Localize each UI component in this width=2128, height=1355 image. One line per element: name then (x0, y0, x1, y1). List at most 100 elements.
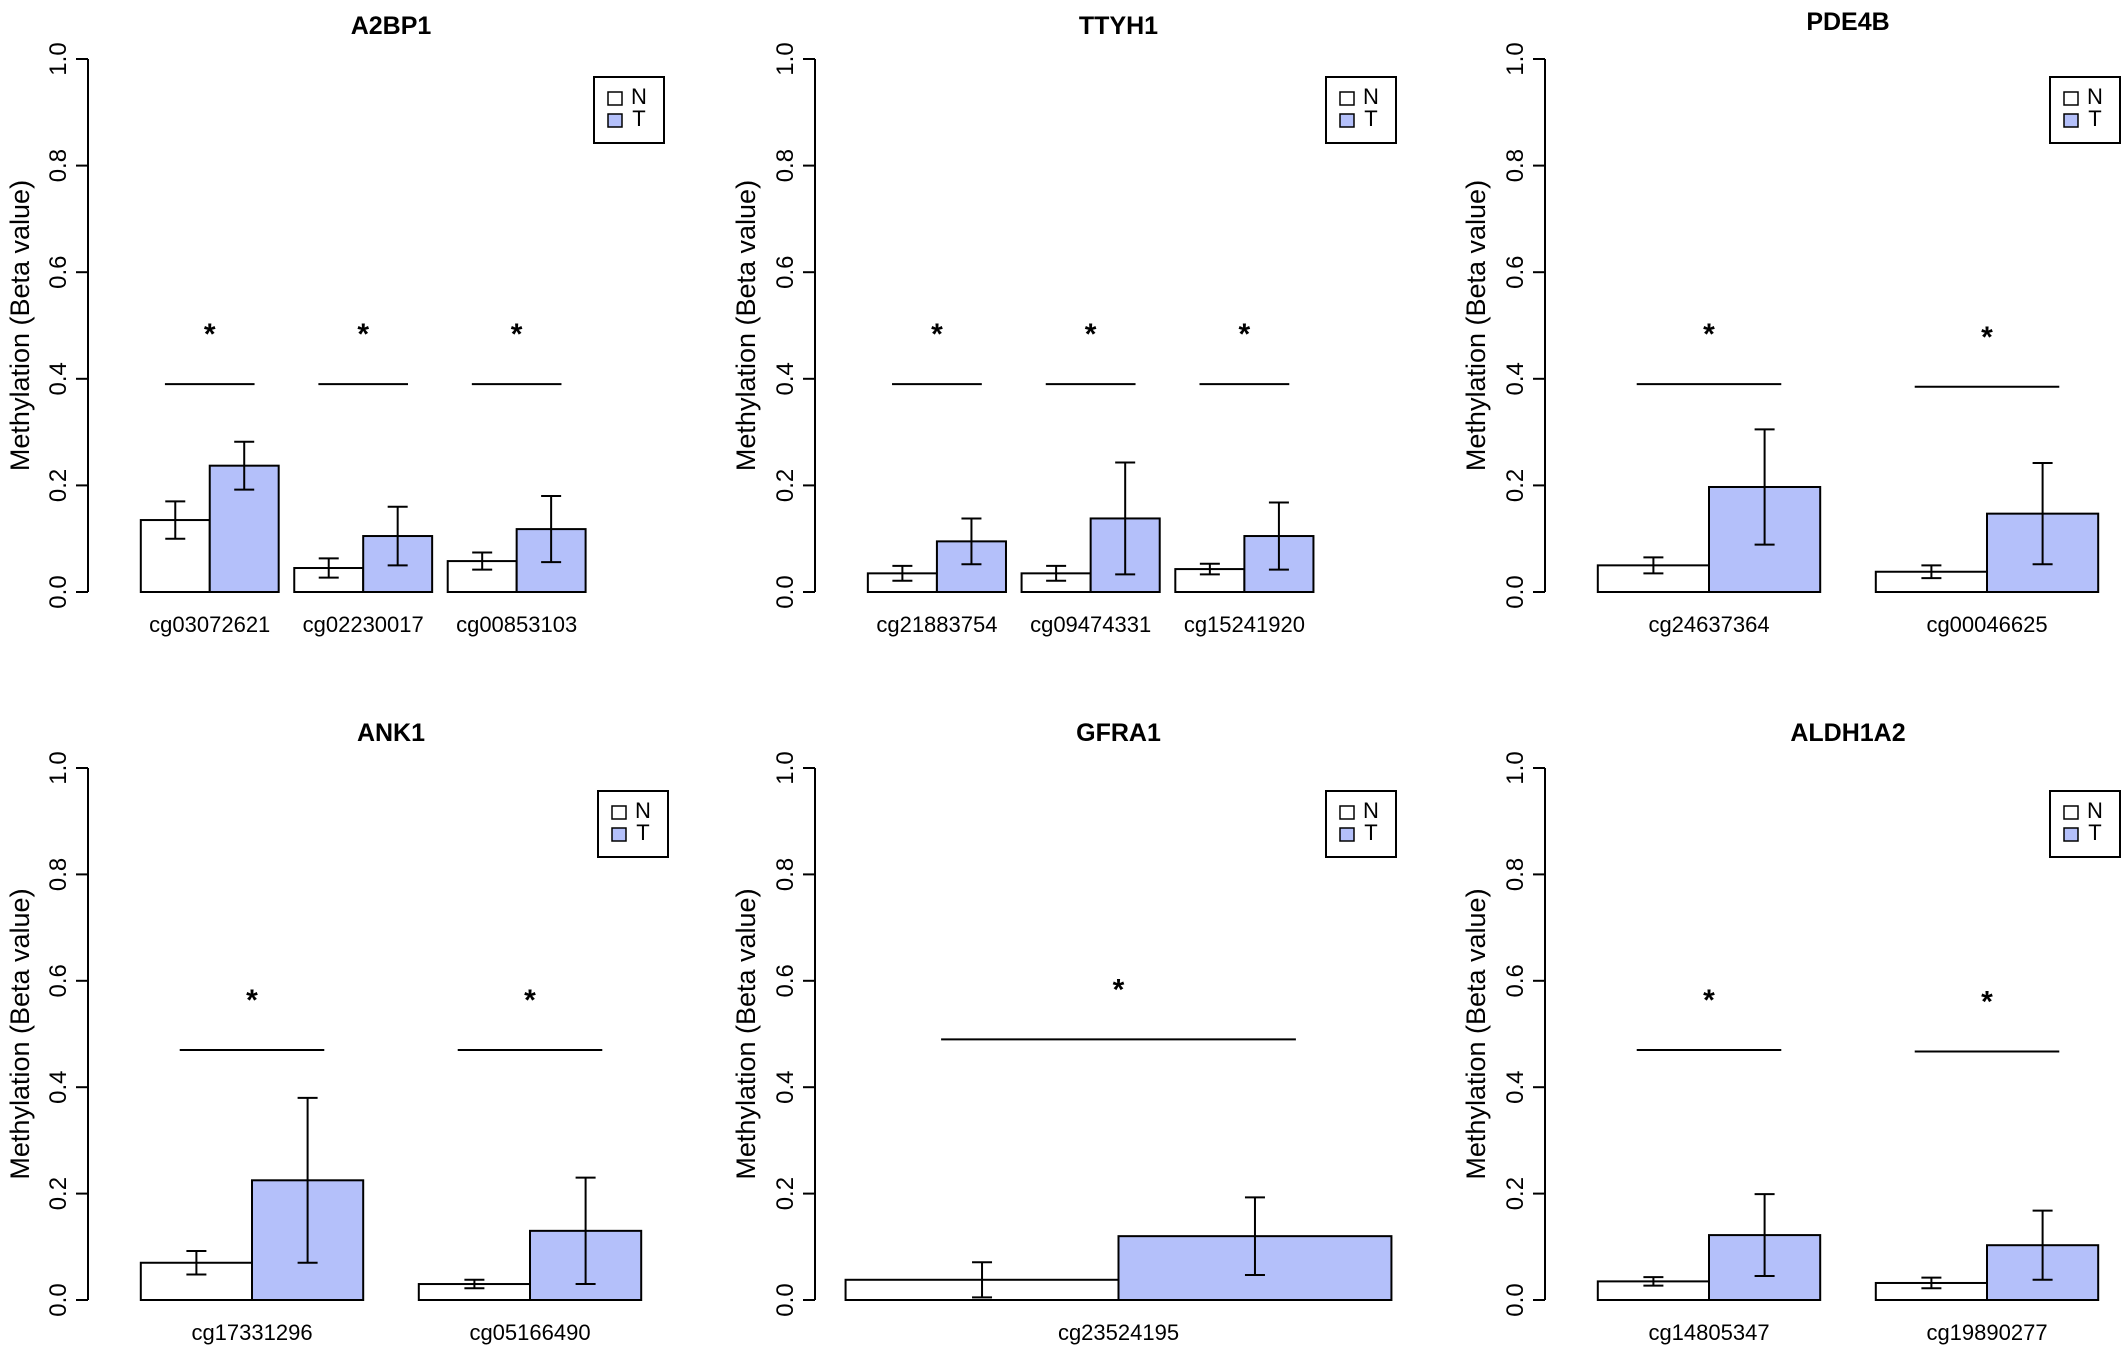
panel-2-y-axis-label: Methylation (Beta value) (1461, 180, 1491, 471)
panel-5-legend-label-N: N (2087, 798, 2103, 823)
panel-3-legend-label-N: N (635, 798, 651, 823)
panel-0-legend-box (593, 76, 665, 144)
panel-4-y-tick-label: 0.6 (772, 964, 799, 997)
panel-2-significance-star: * (1703, 318, 1715, 351)
panel-4-legend-swatch-N (1339, 805, 1355, 820)
panel-2-legend-label-N: N (2087, 84, 2103, 109)
panel-3-significance-star: * (524, 984, 536, 1017)
panel-1-y-tick-label: 0.6 (772, 256, 799, 289)
panel-4-y-tick-label: 0.0 (772, 1283, 799, 1316)
panel-0-significance-star: * (204, 318, 216, 351)
panel-1-y-tick-label: 0.4 (772, 362, 799, 395)
panel-5-y-tick-label: 0.0 (1502, 1283, 1529, 1316)
panel-2-y-tick-label: 0.0 (1502, 575, 1529, 608)
panel-5-chart-title: ALDH1A2 (1790, 719, 1905, 747)
panel-4-legend-swatch-T (1339, 827, 1355, 842)
panel-0-y-tick-label: 0.4 (45, 362, 72, 395)
panel-2-legend-label-T: T (2088, 106, 2101, 131)
panel-2-chart-title: PDE4B (1806, 8, 1889, 36)
panel-5-legend-box (2049, 790, 2121, 858)
panel-1-category-label: cg15241920 (1184, 612, 1305, 637)
panel-2-y-tick-label: 0.2 (1502, 469, 1529, 502)
panel-4-y-tick-label: 0.2 (772, 1177, 799, 1210)
panel-1-y-tick-label: 0.2 (772, 469, 799, 502)
panel-2-significance-star: * (1981, 321, 1993, 354)
panel-3-chart-title: ANK1 (357, 719, 425, 747)
panel-4-y-tick-label: 1.0 (772, 751, 799, 784)
panel-1-category-label: cg21883754 (876, 612, 997, 637)
panel-3-category-label: cg05166490 (469, 1320, 590, 1345)
panel-1-significance-star: * (1085, 318, 1097, 351)
panel-0-category-label: cg00853103 (456, 612, 577, 637)
panel-3-y-axis-label: Methylation (Beta value) (5, 888, 35, 1179)
panel-0-significance-star: * (511, 318, 523, 351)
panel-2-category-label: cg00046625 (1926, 612, 2047, 637)
panel-4-y-axis-label: Methylation (Beta value) (731, 888, 761, 1179)
panel-4-chart-title: GFRA1 (1076, 719, 1161, 747)
panel-0-y-tick-label: 0.0 (45, 575, 72, 608)
panel-0-category-label: cg03072621 (149, 612, 270, 637)
panel-5-y-tick-label: 0.8 (1502, 858, 1529, 891)
panel-2-category-label: cg24637364 (1648, 612, 1769, 637)
panel-1-y-tick-label: 0.0 (772, 575, 799, 608)
panel-3-y-tick-label: 0.0 (45, 1283, 72, 1316)
panel-1-category-label: cg09474331 (1030, 612, 1151, 637)
panel-5-legend-swatch-N (2063, 805, 2079, 820)
panel-0-legend-label-N: N (631, 84, 647, 109)
panel-3-y-tick-label: 0.4 (45, 1071, 72, 1104)
panel-4-significance-star: * (1113, 973, 1125, 1006)
panel-4-category-label: cg23524195 (1058, 1320, 1179, 1345)
panel-3-y-tick-label: 0.8 (45, 858, 72, 891)
panel-2-y-tick-label: 1.0 (1502, 42, 1529, 75)
panel-1-legend-swatch-N (1339, 91, 1355, 106)
panel-0-chart-title: A2BP1 (351, 12, 432, 40)
panel-1-y-tick-label: 0.8 (772, 149, 799, 182)
panel-2-y-tick-label: 0.6 (1502, 256, 1529, 289)
panel-2-y-tick-label: 0.4 (1502, 362, 1529, 395)
panel-5-category-label: cg14805347 (1648, 1320, 1769, 1345)
panel-5-significance-star: * (1981, 986, 1993, 1019)
panel-3-y-tick-label: 1.0 (45, 751, 72, 784)
panel-2-legend-box (2049, 76, 2121, 144)
panel-5-y-tick-label: 0.4 (1502, 1071, 1529, 1104)
panel-2-legend-swatch-T (2063, 113, 2079, 128)
panel-0-y-tick-label: 0.6 (45, 256, 72, 289)
panel-5-y-tick-label: 0.6 (1502, 964, 1529, 997)
panel-1-significance-star: * (931, 318, 943, 351)
panel-4-legend-label-N: N (1363, 798, 1379, 823)
panel-5-y-axis-label: Methylation (Beta value) (1461, 888, 1491, 1179)
panel-1-legend-label-T: T (1364, 106, 1377, 131)
panel-3-significance-star: * (246, 984, 258, 1017)
panel-4-legend-label-T: T (1364, 820, 1377, 845)
panel-5-y-tick-label: 0.2 (1502, 1177, 1529, 1210)
panel-0-legend-swatch-N (607, 91, 623, 106)
panel-2-y-tick-label: 0.8 (1502, 149, 1529, 182)
panel-1-legend-label-N: N (1363, 84, 1379, 109)
panel-3-legend-swatch-T (611, 827, 627, 842)
panel-3-legend-swatch-N (611, 805, 627, 820)
panel-0-category-label: cg02230017 (303, 612, 424, 637)
panel-3-category-label: cg17331296 (191, 1320, 312, 1345)
panel-2-legend-swatch-N (2063, 91, 2079, 106)
panel-0-y-axis-label: Methylation (Beta value) (5, 180, 35, 471)
panel-1-y-axis-label: Methylation (Beta value) (731, 180, 761, 471)
panel-4-y-tick-label: 0.8 (772, 858, 799, 891)
panel-3-y-tick-label: 0.6 (45, 964, 72, 997)
panel-0-y-tick-label: 1.0 (45, 42, 72, 75)
panel-0-y-tick-label: 0.8 (45, 149, 72, 182)
panel-5-y-tick-label: 1.0 (1502, 751, 1529, 784)
panel-1-y-tick-label: 1.0 (772, 42, 799, 75)
panel-1-legend-box (1325, 76, 1397, 144)
panel-0-significance-star: * (357, 318, 369, 351)
panel-0-legend-label-T: T (632, 106, 645, 131)
panel-5-category-label: cg19890277 (1926, 1320, 2047, 1345)
panel-4-legend-box (1325, 790, 1397, 858)
panel-3-legend-label-T: T (636, 820, 649, 845)
panel-3-y-tick-label: 0.2 (45, 1177, 72, 1210)
panel-5-legend-swatch-T (2063, 827, 2079, 842)
panel-0-legend-swatch-T (607, 113, 623, 128)
panel-1-legend-swatch-T (1339, 113, 1355, 128)
panel-5-legend-label-T: T (2088, 820, 2101, 845)
panel-3-legend-box (597, 790, 669, 858)
